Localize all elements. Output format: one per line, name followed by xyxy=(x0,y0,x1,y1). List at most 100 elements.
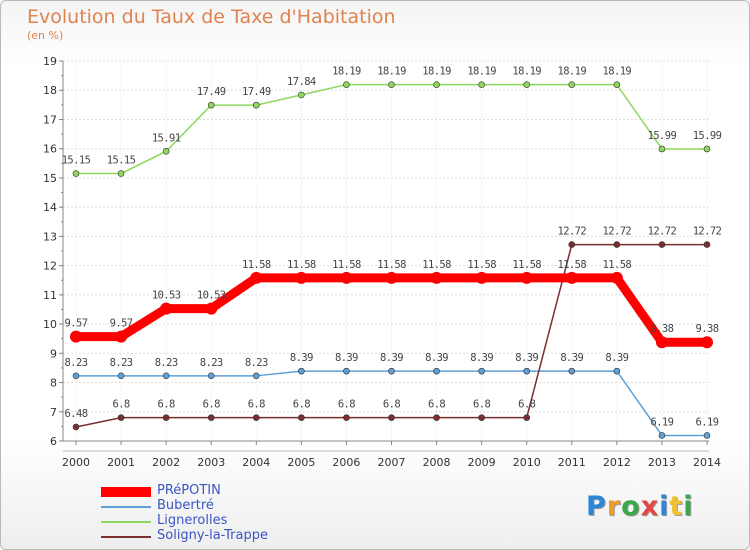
data-point xyxy=(295,271,308,284)
data-label: 12.72 xyxy=(603,226,632,238)
data-label: 8.39 xyxy=(515,352,538,364)
legend-swatch xyxy=(101,521,151,523)
data-point xyxy=(655,336,668,349)
data-point xyxy=(117,414,125,421)
data-label: 17.49 xyxy=(197,86,226,98)
x-tick-label: 2008 xyxy=(423,456,451,469)
data-label: 11.58 xyxy=(467,259,496,271)
data-point xyxy=(568,367,576,375)
legend-swatch xyxy=(101,506,151,508)
legend-label: Lignerolles xyxy=(157,513,228,528)
data-point xyxy=(162,414,170,421)
data-label: 8.39 xyxy=(605,352,628,364)
data-point xyxy=(72,170,80,177)
y-tick-label: 18 xyxy=(43,84,57,97)
data-label: 11.58 xyxy=(242,259,271,271)
y-tick-label: 10 xyxy=(43,318,57,331)
data-label: 8.23 xyxy=(155,357,178,369)
data-point xyxy=(433,414,440,421)
y-tick-label: 7 xyxy=(50,406,57,419)
legend-label: Soligny-la-Trappe xyxy=(157,528,268,543)
data-label: 10.53 xyxy=(152,290,181,302)
data-point xyxy=(343,81,350,88)
data-point xyxy=(430,271,443,284)
data-label: 6.8 xyxy=(383,399,400,411)
legend-item: Soligny-la-Trappe xyxy=(101,528,341,545)
x-tick-label: 2010 xyxy=(513,456,541,469)
x-tick-label: 2000 xyxy=(62,456,90,469)
data-label: 6.8 xyxy=(112,399,129,411)
y-tick-label: 12 xyxy=(43,260,57,273)
data-point xyxy=(343,367,350,375)
data-label: 10.53 xyxy=(197,290,226,302)
data-point xyxy=(523,367,531,375)
data-point xyxy=(478,414,485,421)
x-tick-label: 2005 xyxy=(287,456,315,469)
data-label: 6.8 xyxy=(338,399,355,411)
data-label: 6.8 xyxy=(158,399,175,411)
chart-subtitle: (en %) xyxy=(27,29,64,42)
data-point xyxy=(343,414,350,421)
data-point xyxy=(205,302,218,315)
x-tick-label: 2007 xyxy=(378,456,406,469)
data-label: 6.8 xyxy=(428,399,445,411)
data-point xyxy=(475,271,488,284)
data-point xyxy=(72,423,80,431)
data-point xyxy=(252,414,260,421)
data-point xyxy=(703,145,711,153)
data-label: 6.8 xyxy=(518,399,535,411)
data-label: 8.39 xyxy=(425,352,448,364)
data-label: 11.58 xyxy=(512,259,541,271)
x-tick-label: 2013 xyxy=(648,456,676,469)
data-label: 9.38 xyxy=(650,323,673,335)
data-label: 15.15 xyxy=(62,155,91,167)
data-label: 18.19 xyxy=(512,66,541,78)
data-label: 11.58 xyxy=(377,259,406,271)
x-tick-label: 2011 xyxy=(558,456,586,469)
data-point xyxy=(70,330,82,343)
data-label: 11.58 xyxy=(287,259,316,271)
legend-swatch xyxy=(101,487,151,497)
data-label: 8.23 xyxy=(65,357,88,369)
data-label: 8.39 xyxy=(470,352,493,364)
data-point xyxy=(298,414,305,421)
y-tick-label: 17 xyxy=(43,113,57,126)
data-label: 8.39 xyxy=(335,352,358,364)
data-label: 18.19 xyxy=(603,66,632,78)
legend-label: PRéPOTIN xyxy=(157,483,221,498)
data-label: 6.19 xyxy=(696,416,719,428)
y-tick-label: 15 xyxy=(43,172,57,185)
data-label: 11.58 xyxy=(332,259,361,271)
data-point xyxy=(613,81,621,88)
data-point xyxy=(478,81,485,88)
data-point xyxy=(523,81,531,88)
data-label: 12.72 xyxy=(557,226,586,238)
data-label: 12.72 xyxy=(648,226,677,238)
data-label: 6.8 xyxy=(248,399,265,411)
legend-item: Lignerolles xyxy=(101,513,341,530)
data-point xyxy=(252,372,260,380)
data-point xyxy=(115,330,128,343)
data-point xyxy=(72,372,80,380)
data-point xyxy=(433,81,440,88)
data-point xyxy=(388,414,395,421)
data-point xyxy=(207,414,215,421)
data-label: 18.19 xyxy=(422,66,451,78)
x-tick-label: 2012 xyxy=(603,456,631,469)
data-point xyxy=(160,302,173,315)
data-label: 15.99 xyxy=(648,130,677,142)
data-label: 9.38 xyxy=(696,323,719,335)
data-point xyxy=(162,148,170,155)
data-point xyxy=(388,367,395,375)
data-label: 9.57 xyxy=(65,318,88,330)
data-point xyxy=(658,145,666,153)
data-point xyxy=(117,170,125,177)
data-point xyxy=(478,367,485,375)
data-point xyxy=(162,372,170,380)
data-label: 8.23 xyxy=(200,357,223,369)
data-label: 12.72 xyxy=(693,226,722,238)
x-tick-label: 2003 xyxy=(197,456,225,469)
data-point xyxy=(520,271,533,284)
legend-swatch xyxy=(101,536,151,538)
